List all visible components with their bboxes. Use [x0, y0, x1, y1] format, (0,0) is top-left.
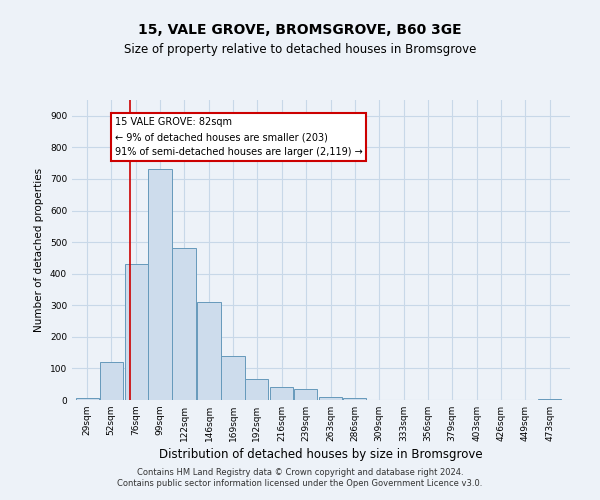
Bar — [295, 389, 317, 400]
Bar — [197, 302, 221, 400]
Text: Size of property relative to detached houses in Bromsgrove: Size of property relative to detached ho… — [124, 42, 476, 56]
Bar — [125, 264, 148, 400]
X-axis label: Distribution of detached houses by size in Bromsgrove: Distribution of detached houses by size … — [159, 448, 483, 461]
Bar — [343, 398, 367, 400]
Y-axis label: Number of detached properties: Number of detached properties — [34, 168, 44, 332]
Bar — [76, 398, 98, 400]
Bar — [271, 388, 293, 400]
Text: 15 VALE GROVE: 82sqm
← 9% of detached houses are smaller (203)
91% of semi-detac: 15 VALE GROVE: 82sqm ← 9% of detached ho… — [115, 118, 362, 157]
Bar — [148, 170, 172, 400]
Bar — [172, 248, 196, 400]
Bar — [221, 356, 245, 400]
Bar — [245, 380, 268, 400]
Bar — [538, 399, 561, 400]
Text: 15, VALE GROVE, BROMSGROVE, B60 3GE: 15, VALE GROVE, BROMSGROVE, B60 3GE — [138, 22, 462, 36]
Bar — [100, 362, 122, 400]
Text: Contains HM Land Registry data © Crown copyright and database right 2024.
Contai: Contains HM Land Registry data © Crown c… — [118, 468, 482, 487]
Bar — [319, 397, 343, 400]
